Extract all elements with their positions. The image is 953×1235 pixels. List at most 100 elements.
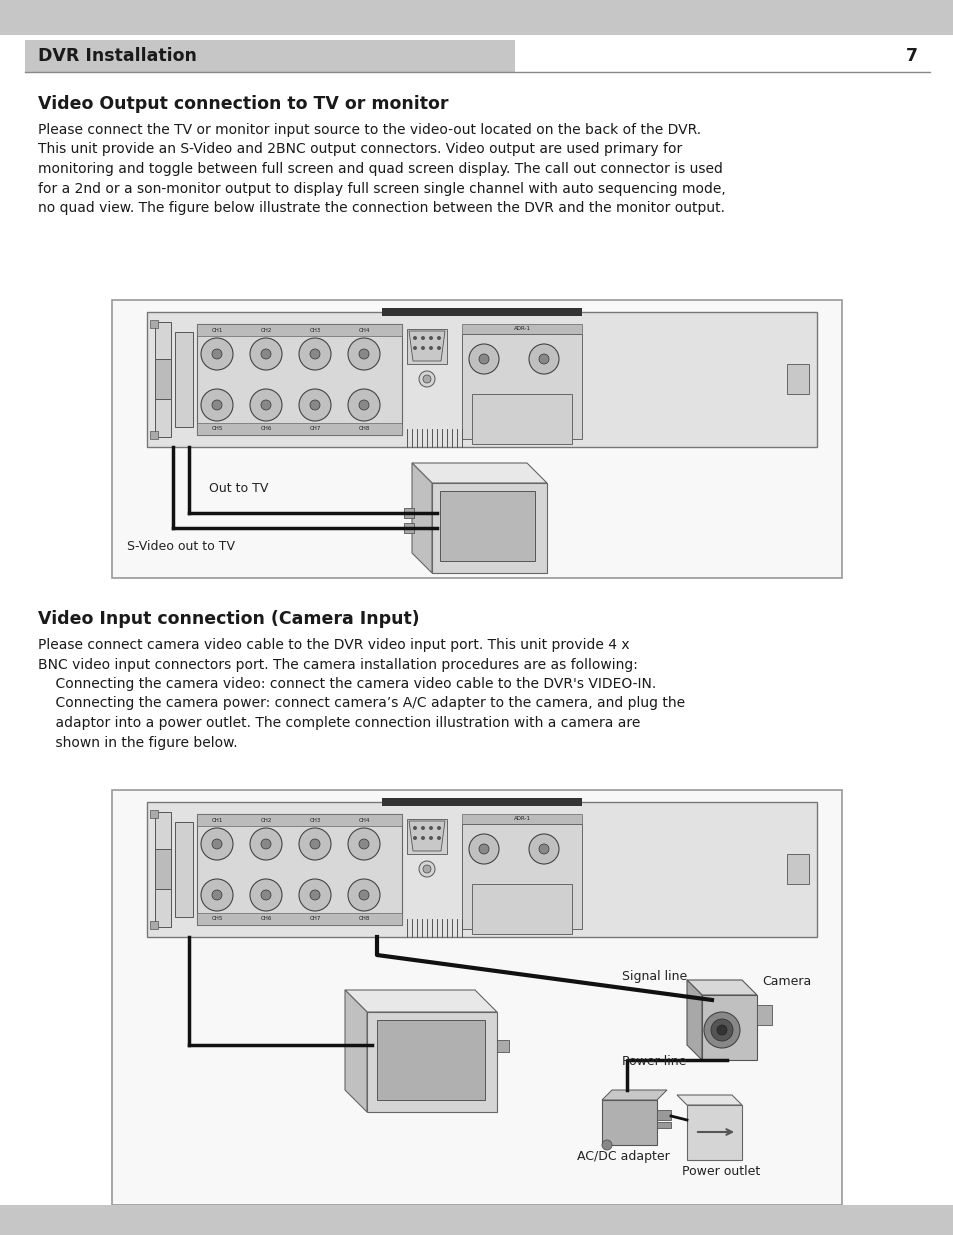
Text: This unit provide an S-Video and 2BNC output connectors. Video output are used p: This unit provide an S-Video and 2BNC ou…	[38, 142, 681, 157]
Bar	[196, 424, 401, 435]
Text: Camera: Camera	[761, 974, 810, 988]
Text: Power outlet: Power outlet	[681, 1165, 760, 1178]
Bar	[196, 814, 401, 826]
Circle shape	[469, 834, 498, 864]
Bar	[154, 322, 171, 437]
Text: Connecting the camera video: connect the camera video cable to the DVR's VIDEO-I: Connecting the camera video: connect the…	[38, 677, 656, 692]
Circle shape	[429, 826, 433, 830]
Circle shape	[420, 826, 424, 830]
Polygon shape	[686, 981, 757, 995]
Text: DVR Installation: DVR Installation	[38, 47, 196, 65]
Circle shape	[710, 1019, 732, 1041]
Polygon shape	[432, 483, 546, 573]
Polygon shape	[686, 981, 701, 1060]
Polygon shape	[686, 1105, 741, 1160]
Circle shape	[261, 839, 271, 848]
Bar	[601, 1100, 657, 1145]
Text: CH7: CH7	[309, 916, 320, 921]
Text: Power line: Power line	[621, 1055, 685, 1068]
Circle shape	[212, 839, 222, 848]
Circle shape	[261, 350, 271, 359]
Bar	[757, 1005, 771, 1025]
Circle shape	[436, 836, 440, 840]
Circle shape	[261, 400, 271, 410]
Bar	[150, 921, 158, 929]
Text: adaptor into a power outlet. The complete connection illustration with a camera : adaptor into a power outlet. The complet…	[38, 716, 639, 730]
Circle shape	[529, 834, 558, 864]
Text: monitoring and toggle between full screen and quad screen display. The call out : monitoring and toggle between full scree…	[38, 162, 722, 177]
Bar	[196, 324, 401, 435]
Text: Please connect camera video cable to the DVR video input port. This unit provide: Please connect camera video cable to the…	[38, 638, 629, 652]
Polygon shape	[677, 1095, 741, 1105]
Bar	[150, 320, 158, 329]
Circle shape	[298, 879, 331, 911]
Text: Video Input connection (Camera Input): Video Input connection (Camera Input)	[38, 610, 419, 629]
Bar	[196, 814, 401, 925]
Circle shape	[250, 827, 282, 860]
Circle shape	[420, 836, 424, 840]
Circle shape	[310, 890, 319, 900]
Bar	[196, 913, 401, 925]
Circle shape	[429, 836, 433, 840]
Text: CH3: CH3	[309, 327, 320, 332]
Text: CH6: CH6	[260, 426, 272, 431]
Circle shape	[348, 879, 379, 911]
Text: S-Video out to TV: S-Video out to TV	[127, 540, 234, 553]
Bar	[174, 823, 193, 918]
Text: CH5: CH5	[212, 426, 222, 431]
Polygon shape	[412, 463, 432, 573]
Circle shape	[478, 354, 489, 364]
Bar	[403, 522, 414, 534]
Bar	[0, 0, 953, 35]
Circle shape	[298, 389, 331, 421]
Bar	[403, 508, 414, 517]
Circle shape	[348, 827, 379, 860]
Circle shape	[348, 338, 379, 370]
Circle shape	[601, 1140, 612, 1150]
Polygon shape	[412, 463, 546, 483]
Text: AC/DC adapter: AC/DC adapter	[577, 1150, 669, 1163]
Circle shape	[212, 350, 222, 359]
Circle shape	[298, 827, 331, 860]
Text: CH8: CH8	[358, 916, 370, 921]
Bar	[439, 492, 535, 561]
Text: CH2: CH2	[260, 327, 272, 332]
Polygon shape	[601, 1091, 666, 1100]
Circle shape	[529, 345, 558, 374]
Circle shape	[250, 338, 282, 370]
Circle shape	[261, 890, 271, 900]
Text: 7: 7	[905, 47, 917, 65]
Circle shape	[310, 350, 319, 359]
Bar	[407, 329, 447, 364]
Text: CH4: CH4	[358, 818, 370, 823]
Circle shape	[418, 861, 435, 877]
Circle shape	[436, 826, 440, 830]
Bar	[147, 802, 816, 937]
Text: ADR-1: ADR-1	[513, 326, 530, 331]
Bar	[174, 332, 193, 427]
Polygon shape	[409, 821, 444, 851]
Circle shape	[250, 389, 282, 421]
Circle shape	[201, 338, 233, 370]
Text: shown in the figure below.: shown in the figure below.	[38, 736, 237, 750]
Bar	[461, 824, 581, 929]
Circle shape	[413, 346, 416, 350]
Circle shape	[358, 350, 369, 359]
Text: Video Output connection to TV or monitor: Video Output connection to TV or monitor	[38, 95, 448, 112]
Bar	[472, 884, 572, 934]
Text: Out to TV: Out to TV	[209, 482, 268, 495]
Circle shape	[413, 826, 416, 830]
Bar	[112, 300, 841, 578]
Bar	[150, 431, 158, 438]
Text: for a 2nd or a son-monitor output to display full screen single channel with aut: for a 2nd or a son-monitor output to dis…	[38, 182, 725, 195]
Circle shape	[436, 346, 440, 350]
Circle shape	[418, 370, 435, 387]
Circle shape	[358, 890, 369, 900]
Text: CH2: CH2	[260, 818, 272, 823]
Circle shape	[298, 338, 331, 370]
Bar	[154, 848, 171, 889]
Bar	[154, 811, 171, 927]
Text: CH7: CH7	[309, 426, 320, 431]
Bar	[461, 814, 581, 824]
Text: CH4: CH4	[358, 327, 370, 332]
